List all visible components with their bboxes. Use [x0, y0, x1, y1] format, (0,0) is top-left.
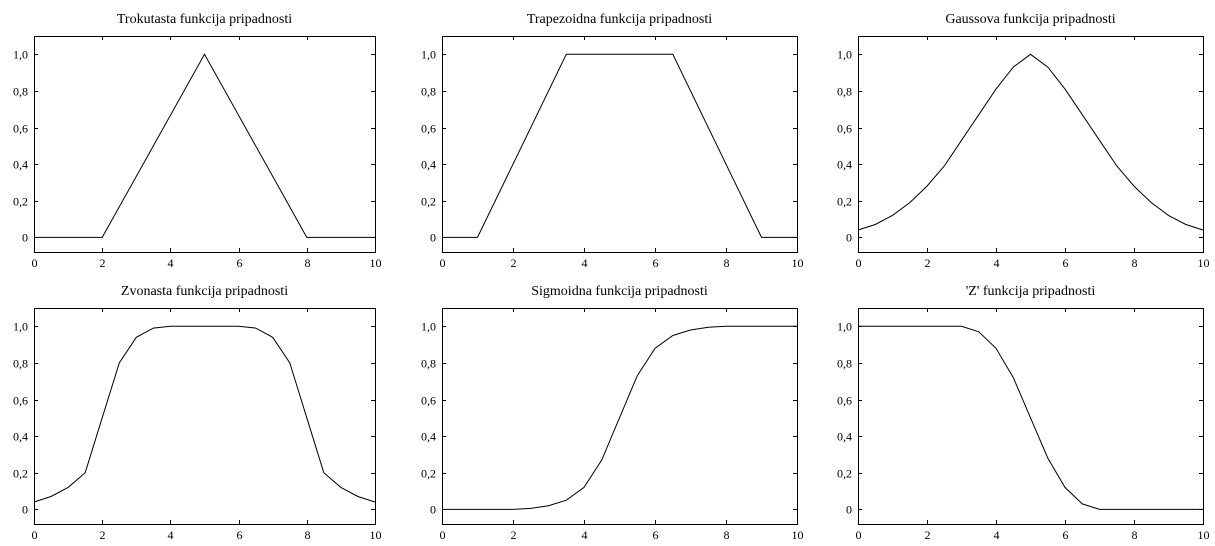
x-tick-label: 2	[100, 528, 106, 542]
chart-panel-1: Trokutasta funkcija pripadnosti 0 2 4 6 8 10 0 0…	[13, 12, 382, 270]
x-tick-label: 2	[511, 256, 517, 270]
y-tick-label: 0	[846, 231, 852, 245]
y-tick-label: 0,4	[837, 158, 852, 172]
x-tick-label: 4	[168, 256, 174, 270]
series-line	[857, 53, 1204, 231]
y-tick-label: 0,2	[13, 195, 28, 209]
chart-title: Trokutasta funkcija pripadnosti	[117, 12, 292, 27]
y-tick-label: 0,2	[13, 467, 28, 481]
x-tick-label: 4	[582, 256, 588, 270]
x-tick-label: 8	[1132, 256, 1138, 270]
x-tick-label: 2	[925, 256, 931, 270]
x-tick-label: 0	[32, 256, 38, 270]
x-tick-label: 8	[1132, 528, 1138, 542]
y-tick-label: 0	[846, 503, 852, 517]
y-tick-label: 1,0	[421, 48, 436, 62]
series-line	[34, 53, 375, 238]
x-tick-label: 6	[237, 528, 243, 542]
y-tick-label: 0,6	[421, 394, 436, 408]
x-tick-label: 6	[1063, 528, 1069, 542]
y-tick-label: 1,0	[837, 320, 852, 334]
y-tick-label: 0,6	[837, 394, 852, 408]
x-tick-label: 2	[511, 528, 517, 542]
x-tick-label: 10	[792, 528, 804, 542]
series-line	[442, 53, 797, 238]
y-tick-label: 0,6	[13, 122, 28, 136]
y-tick-label: 1,0	[13, 320, 28, 334]
series-line	[442, 325, 797, 510]
x-tick-label: 4	[582, 528, 588, 542]
plot-frame	[858, 36, 1204, 253]
x-tick-label: 10	[1198, 256, 1210, 270]
y-tick-label: 1,0	[13, 48, 28, 62]
y-tick-label: 0	[22, 231, 28, 245]
y-tick-label: 0,6	[421, 122, 436, 136]
chart-title: 'Z' funkcija pripadnosti	[966, 284, 1096, 299]
y-tick-label: 0,4	[421, 158, 436, 172]
x-tick-label: 8	[305, 256, 311, 270]
x-tick-label: 8	[724, 256, 730, 270]
plot-frame	[442, 308, 798, 525]
y-tick-label: 0,2	[421, 195, 436, 209]
y-tick-label: 0,4	[13, 430, 28, 444]
y-tick-label: 0,8	[13, 85, 28, 99]
x-tick-label: 6	[653, 528, 659, 542]
chart-title: Gaussova funkcija pripadnosti	[945, 12, 1115, 27]
chart-panel-4: Zvonasta funkcija pripadnosti 0 2 4 6 8 10 0 0,2…	[13, 284, 382, 542]
y-tick-label: 0,2	[837, 467, 852, 481]
chart-panel-3: Gaussova funkcija pripadnosti 0 2 4 6 8 10 0 0,2…	[837, 12, 1210, 270]
plot-frame	[442, 36, 798, 253]
x-tick-label: 0	[856, 256, 862, 270]
x-tick-label: 2	[100, 256, 106, 270]
x-tick-label: 8	[305, 528, 311, 542]
chart-panel-6: 'Z' funkcija pripadnosti 0 2 4 6 8 10 0 0,2 0,4 0,…	[837, 284, 1210, 542]
series-line	[33, 325, 376, 503]
y-tick-label: 0,8	[421, 357, 436, 371]
x-tick-label: 8	[724, 528, 730, 542]
x-tick-label: 2	[925, 528, 931, 542]
y-tick-label: 0	[430, 231, 436, 245]
y-tick-label: 0,8	[13, 357, 28, 371]
y-tick-label: 0,6	[837, 122, 852, 136]
y-tick-label: 1,0	[837, 48, 852, 62]
chart-panel-5: Sigmoidna funkcija pripadnosti 0 2 4 6 8 10 0 0,…	[421, 284, 804, 542]
x-tick-label: 6	[653, 256, 659, 270]
y-tick-label: 0,4	[13, 158, 28, 172]
x-tick-label: 4	[168, 528, 174, 542]
chart-title: Trapezoidna funkcija pripadnosti	[527, 12, 712, 27]
y-tick-label: 1,0	[421, 320, 436, 334]
plot-frame	[858, 308, 1204, 525]
x-tick-label: 0	[440, 256, 446, 270]
x-tick-label: 10	[370, 528, 382, 542]
x-tick-label: 0	[440, 528, 446, 542]
x-tick-label: 0	[856, 528, 862, 542]
chart-title: Zvonasta funkcija pripadnosti	[121, 284, 288, 299]
y-tick-label: 0	[430, 503, 436, 517]
plot-frame	[34, 36, 376, 253]
x-tick-label: 10	[370, 256, 382, 270]
x-tick-label: 4	[994, 256, 1000, 270]
y-tick-label: 0,2	[421, 467, 436, 481]
plot-frame	[34, 308, 376, 525]
chart-panel-2: Trapezoidna funkcija pripadnosti 0 2 4 6 8 10 0…	[421, 12, 804, 270]
x-tick-label: 6	[237, 256, 243, 270]
chart-title: Sigmoidna funkcija pripadnosti	[531, 284, 708, 299]
y-tick-label: 0,8	[837, 85, 852, 99]
y-tick-label: 0,4	[837, 430, 852, 444]
x-tick-label: 4	[994, 528, 1000, 542]
y-tick-label: 0,2	[837, 195, 852, 209]
y-tick-label: 0,8	[421, 85, 436, 99]
series-line	[858, 325, 1203, 510]
y-tick-label: 0,8	[837, 357, 852, 371]
y-tick-label: 0,4	[421, 430, 436, 444]
x-tick-label: 10	[1198, 528, 1210, 542]
x-tick-label: 0	[32, 528, 38, 542]
x-tick-label: 10	[792, 256, 804, 270]
y-tick-label: 0	[22, 503, 28, 517]
x-tick-label: 6	[1063, 256, 1069, 270]
y-tick-label: 0,6	[13, 394, 28, 408]
